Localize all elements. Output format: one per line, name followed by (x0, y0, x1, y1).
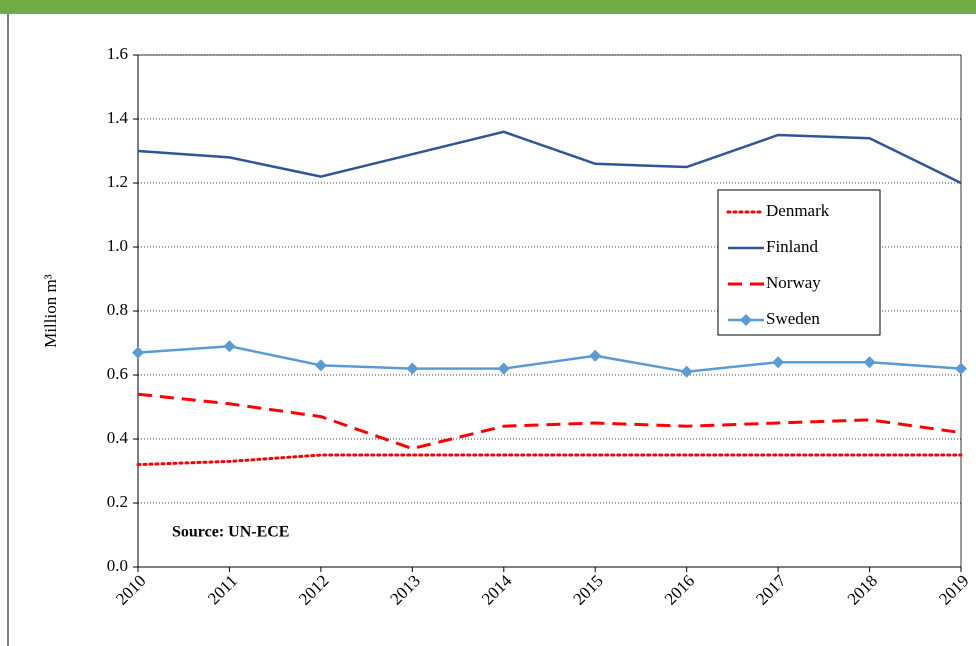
header-bar (0, 0, 976, 14)
legend-box (717, 189, 881, 336)
series-marker (863, 356, 876, 369)
series-marker (223, 340, 236, 353)
y-tick-label: 1.2 (107, 172, 128, 191)
y-tick-label: 1.4 (107, 108, 129, 127)
legend-label: Norway (766, 273, 821, 292)
x-tick-label: 2014 (478, 571, 516, 609)
series-line (137, 344, 962, 374)
y-tick-label: 0.6 (107, 364, 128, 383)
series-marker (680, 365, 693, 378)
y-tick-label: 1.0 (107, 236, 128, 255)
series-line (137, 392, 962, 451)
series-marker (132, 346, 144, 359)
y-tick-label: 0.8 (107, 300, 128, 319)
x-tick-label: 2016 (661, 571, 698, 608)
x-tick-label: 2013 (386, 571, 423, 608)
legend-label: Sweden (766, 309, 820, 328)
x-tick-label: 2015 (569, 571, 606, 608)
series-line (136, 453, 963, 467)
x-tick-label: 2011 (204, 571, 241, 608)
source-note: Source: UN-ECE (172, 524, 289, 541)
y-tick-label: 0.4 (107, 428, 129, 447)
series-marker (589, 349, 602, 362)
legend-marker (740, 314, 752, 326)
y-axis-label: Million m³ (41, 274, 60, 348)
series-marker (497, 362, 510, 375)
series-line (137, 130, 962, 185)
series-marker (955, 362, 967, 375)
x-tick-label: 2010 (112, 571, 149, 608)
series-marker (772, 356, 785, 369)
legend-label: Denmark (766, 201, 830, 220)
x-tick-label: 2012 (295, 571, 332, 608)
series-marker (406, 362, 419, 375)
y-tick-label: 0.2 (107, 492, 128, 511)
x-tick-label: 2019 (935, 571, 972, 608)
y-tick-label: 1.6 (107, 44, 128, 63)
legend-label: Finland (766, 237, 818, 256)
x-tick-label: 2018 (844, 571, 881, 608)
y-tick-label: 0.0 (107, 556, 128, 575)
x-tick-label: 2017 (752, 571, 790, 609)
series-marker (314, 359, 327, 372)
